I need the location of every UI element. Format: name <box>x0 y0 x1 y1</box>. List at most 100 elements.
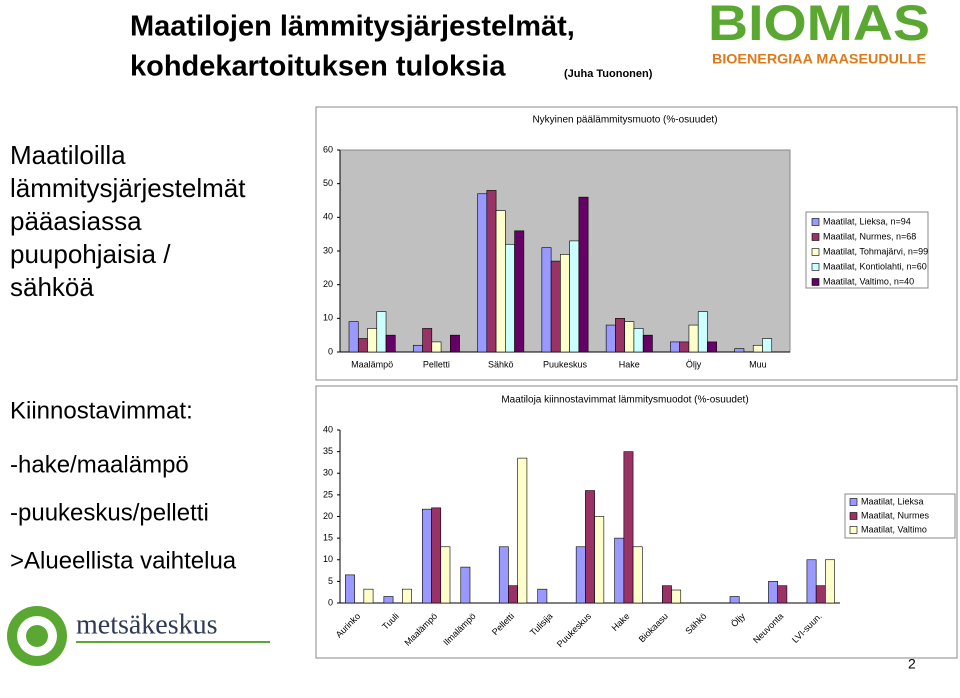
bar <box>605 324 616 353</box>
bar <box>825 559 835 604</box>
y-tick-label: 15 <box>323 533 333 543</box>
bar <box>642 334 653 353</box>
legend-swatch <box>811 263 820 271</box>
chart-title: Maatiloja kiinnostavimmat lämmitysmuodot… <box>501 395 748 406</box>
bar <box>376 311 387 353</box>
title: Maatilojen lämmitysjärjestelmät, <box>130 11 575 43</box>
y-tick-label: 0 <box>328 346 333 356</box>
bar <box>679 341 690 353</box>
bar <box>431 507 442 604</box>
bar <box>632 546 643 604</box>
bar <box>460 566 471 604</box>
x-tick-label: Pelletti <box>423 359 450 369</box>
bar <box>385 334 396 353</box>
left-text: puupohjaisia / <box>10 239 171 269</box>
y-tick-label: 50 <box>323 178 333 188</box>
bar <box>777 585 788 604</box>
bar <box>431 341 442 353</box>
y-tick-label: 25 <box>323 489 333 499</box>
bar <box>402 588 412 604</box>
left-text: sähköä <box>10 272 94 302</box>
bar <box>495 210 506 353</box>
bar <box>560 254 570 353</box>
x-tick-label: Puukeskus <box>543 359 588 369</box>
x-tick-label: Hake <box>619 359 640 369</box>
logo-tagline: BIOENERGIAA MAASEUDULLE <box>712 51 926 67</box>
bar <box>752 344 763 353</box>
legend-box <box>805 211 929 289</box>
bar <box>514 230 525 353</box>
bar <box>815 585 826 604</box>
legend-label: Maatilat, Valtimo <box>861 524 927 534</box>
bar <box>662 585 672 604</box>
bar <box>508 585 518 604</box>
bar <box>348 321 359 353</box>
bar <box>486 190 497 353</box>
author: (Juha Tuononen) <box>564 68 653 80</box>
bar <box>624 321 635 353</box>
bar <box>422 328 433 353</box>
logo-mark <box>26 625 48 647</box>
legend-label: Maatilat, Tohmajärvi, n=99 <box>823 246 928 256</box>
bar <box>594 516 605 604</box>
bar <box>688 324 699 353</box>
bar <box>541 247 552 353</box>
y-tick-label: 30 <box>323 245 333 255</box>
left-text: Maatiloilla <box>10 140 126 170</box>
left-text: -puukeskus/pelletti <box>10 499 209 526</box>
bar <box>477 193 488 353</box>
left-text: -hake/maalämpö <box>10 451 189 478</box>
bar <box>670 341 680 353</box>
bar <box>440 546 451 604</box>
x-tick-label: Öljy <box>686 359 702 369</box>
bar <box>367 328 378 353</box>
legend-label: Maatilat, Lieksa, n=94 <box>823 216 911 226</box>
bar <box>615 318 625 353</box>
y-tick-label: 0 <box>328 597 333 607</box>
legend-swatch <box>811 233 820 241</box>
bar <box>412 344 423 353</box>
bar <box>345 574 355 604</box>
x-tick-label: Maalämpö <box>351 359 393 369</box>
bar <box>729 596 740 604</box>
bar <box>569 240 580 353</box>
y-tick-label: 10 <box>323 554 333 564</box>
left-text: lämmitysjärjestelmät <box>10 173 246 203</box>
bar <box>623 451 634 604</box>
x-tick-label: Sähkö <box>488 359 514 369</box>
y-tick-label: 40 <box>323 424 333 434</box>
y-tick-label: 30 <box>323 468 333 478</box>
page-number: 2 <box>908 656 916 672</box>
bar <box>697 311 708 353</box>
bar <box>505 243 515 353</box>
bar <box>575 546 586 604</box>
legend-box <box>844 493 956 539</box>
bar <box>633 328 644 353</box>
legend-swatch <box>811 248 820 256</box>
chart-title: Nykyinen päälämmitysmuoto (%-osuudet) <box>532 115 717 126</box>
left-text: >Alueellista vaihtelua <box>10 547 237 574</box>
legend-swatch <box>849 526 858 534</box>
bar <box>734 348 745 353</box>
y-tick-label: 60 <box>323 144 333 154</box>
y-tick-label: 5 <box>328 576 333 586</box>
legend-swatch <box>849 512 858 520</box>
legend-label: Maatilat, Kontiolahti, n=60 <box>823 261 927 271</box>
legend-label: Maatilat, Nurmes <box>861 510 930 520</box>
bar <box>762 338 773 353</box>
legend-label: Maatilat, Valtimo, n=40 <box>823 276 914 286</box>
bar <box>578 196 589 353</box>
bar <box>550 260 561 353</box>
bar <box>614 537 625 604</box>
bar <box>707 341 718 353</box>
bar <box>585 490 595 604</box>
legend-label: Maatilat, Lieksa <box>861 496 924 506</box>
y-tick-label: 40 <box>323 212 333 222</box>
bar <box>357 338 368 353</box>
bar <box>498 546 509 604</box>
y-tick-label: 20 <box>323 511 333 521</box>
legend-swatch <box>811 278 820 286</box>
logo-name: BIOMAS <box>708 0 930 51</box>
left-text: pääasiassa <box>10 206 142 236</box>
